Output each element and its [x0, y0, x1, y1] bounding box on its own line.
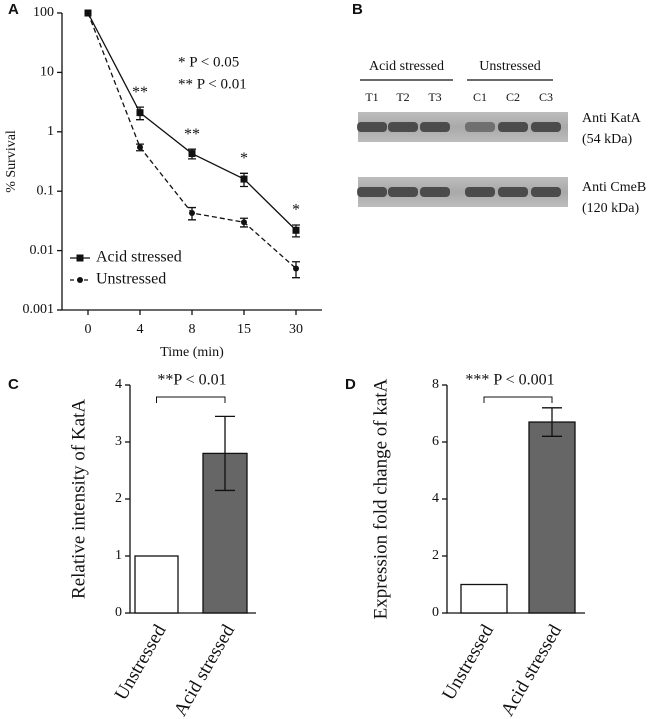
band	[531, 122, 561, 132]
band	[357, 122, 387, 132]
y-tick-label: 10	[40, 65, 54, 80]
y-tick-label: 4	[115, 377, 122, 392]
annotation: *** P < 0.001	[465, 372, 554, 389]
size-label: (54 kDa)	[582, 132, 632, 147]
x-tick-label: 4	[137, 322, 144, 337]
annotation: ** P < 0.01	[178, 76, 247, 92]
x-axis-label: Time (min)	[160, 345, 224, 360]
y-tick-label: 1	[115, 548, 122, 563]
bracket	[156, 396, 226, 403]
lane-label: T2	[396, 90, 409, 104]
error-bar	[215, 415, 235, 492]
band	[465, 122, 495, 132]
legend-label: Unstressed	[96, 271, 166, 288]
lane-label: T3	[428, 90, 441, 104]
x-tick-label: 0	[85, 322, 92, 337]
x-tick-label: Unstressed	[111, 621, 171, 704]
bar	[134, 555, 179, 614]
band	[420, 187, 450, 197]
y-tick-label: 0	[432, 605, 439, 620]
x-tick-label: Unstressed	[438, 621, 498, 704]
x-tick-label: 8	[189, 322, 196, 337]
band	[357, 187, 387, 197]
bar	[460, 583, 508, 614]
antibody-label: Anti KatA	[582, 111, 642, 126]
lane-label: C1	[473, 90, 487, 104]
y-axis-label: Expression fold change of katA	[370, 378, 391, 619]
y-tick-label: 4	[432, 491, 439, 506]
lane-label: T1	[365, 90, 378, 104]
band	[388, 122, 418, 132]
y-tick-label: 0.001	[23, 302, 55, 317]
panel-label: C	[8, 376, 19, 393]
band	[465, 187, 495, 197]
panel-label: B	[352, 1, 363, 18]
panel-label: D	[345, 376, 356, 393]
legend-label: Acid stressed	[96, 249, 182, 266]
y-tick-label: 6	[432, 434, 439, 449]
y-tick-label: 0.01	[30, 243, 55, 258]
group-label: Unstressed	[479, 59, 540, 74]
antibody-label: Anti CmeB	[582, 180, 646, 195]
annotation: * P < 0.05	[178, 54, 239, 70]
marker	[293, 265, 299, 272]
lane-label: C3	[539, 90, 553, 104]
marker	[240, 175, 248, 183]
marker	[188, 150, 196, 158]
size-label: (120 kDa)	[582, 201, 639, 216]
annotation: **P < 0.01	[157, 372, 226, 389]
marker	[137, 144, 143, 151]
band	[498, 187, 528, 197]
y-tick-label: 0	[115, 605, 122, 620]
group-label: Acid stressed	[369, 59, 444, 74]
y-tick-label: 8	[432, 377, 439, 392]
significance: **	[132, 84, 148, 101]
band	[388, 187, 418, 197]
y-tick-label: 2	[432, 548, 439, 563]
bracket	[483, 396, 553, 403]
series-line	[87, 12, 297, 231]
band	[498, 122, 528, 132]
lane-label: C2	[506, 90, 520, 104]
significance: **	[184, 126, 200, 143]
x-tick-label: Acid stressed	[170, 621, 239, 719]
marker	[85, 10, 91, 16]
band	[531, 187, 561, 197]
y-tick-label: 1	[47, 124, 54, 139]
y-tick-label: 2	[115, 491, 122, 506]
significance: *	[292, 202, 300, 219]
legend-marker	[77, 277, 83, 283]
y-axis-label: % Survival	[4, 130, 19, 193]
bar	[528, 421, 576, 614]
y-tick-label: 3	[115, 434, 122, 449]
legend-marker	[76, 254, 84, 262]
marker	[189, 209, 195, 216]
y-axis-label: Relative intensity of KatA	[68, 399, 89, 599]
x-tick-label: 30	[289, 322, 303, 337]
x-tick-label: 15	[237, 322, 251, 337]
marker	[136, 109, 144, 117]
marker	[292, 226, 300, 234]
band	[420, 122, 450, 132]
panel-label: A	[8, 1, 19, 18]
marker	[241, 219, 247, 226]
y-tick-label: 0.1	[37, 183, 55, 198]
y-tick-label: 100	[33, 5, 54, 20]
error-bar	[542, 407, 562, 437]
x-tick-label: Acid stressed	[497, 621, 566, 719]
significance: *	[240, 150, 248, 167]
